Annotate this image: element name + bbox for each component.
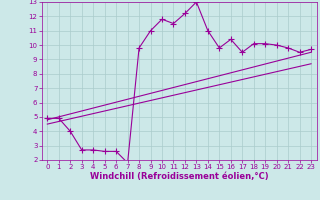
X-axis label: Windchill (Refroidissement éolien,°C): Windchill (Refroidissement éolien,°C): [90, 172, 268, 181]
